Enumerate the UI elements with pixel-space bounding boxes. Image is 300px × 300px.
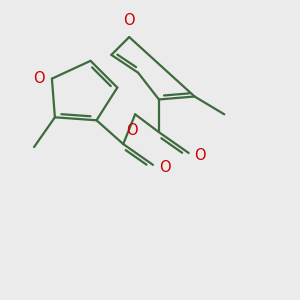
Text: O: O <box>33 71 44 86</box>
Text: O: O <box>126 123 138 138</box>
Text: O: O <box>195 148 206 164</box>
Text: O: O <box>123 13 135 28</box>
Text: O: O <box>159 160 170 175</box>
